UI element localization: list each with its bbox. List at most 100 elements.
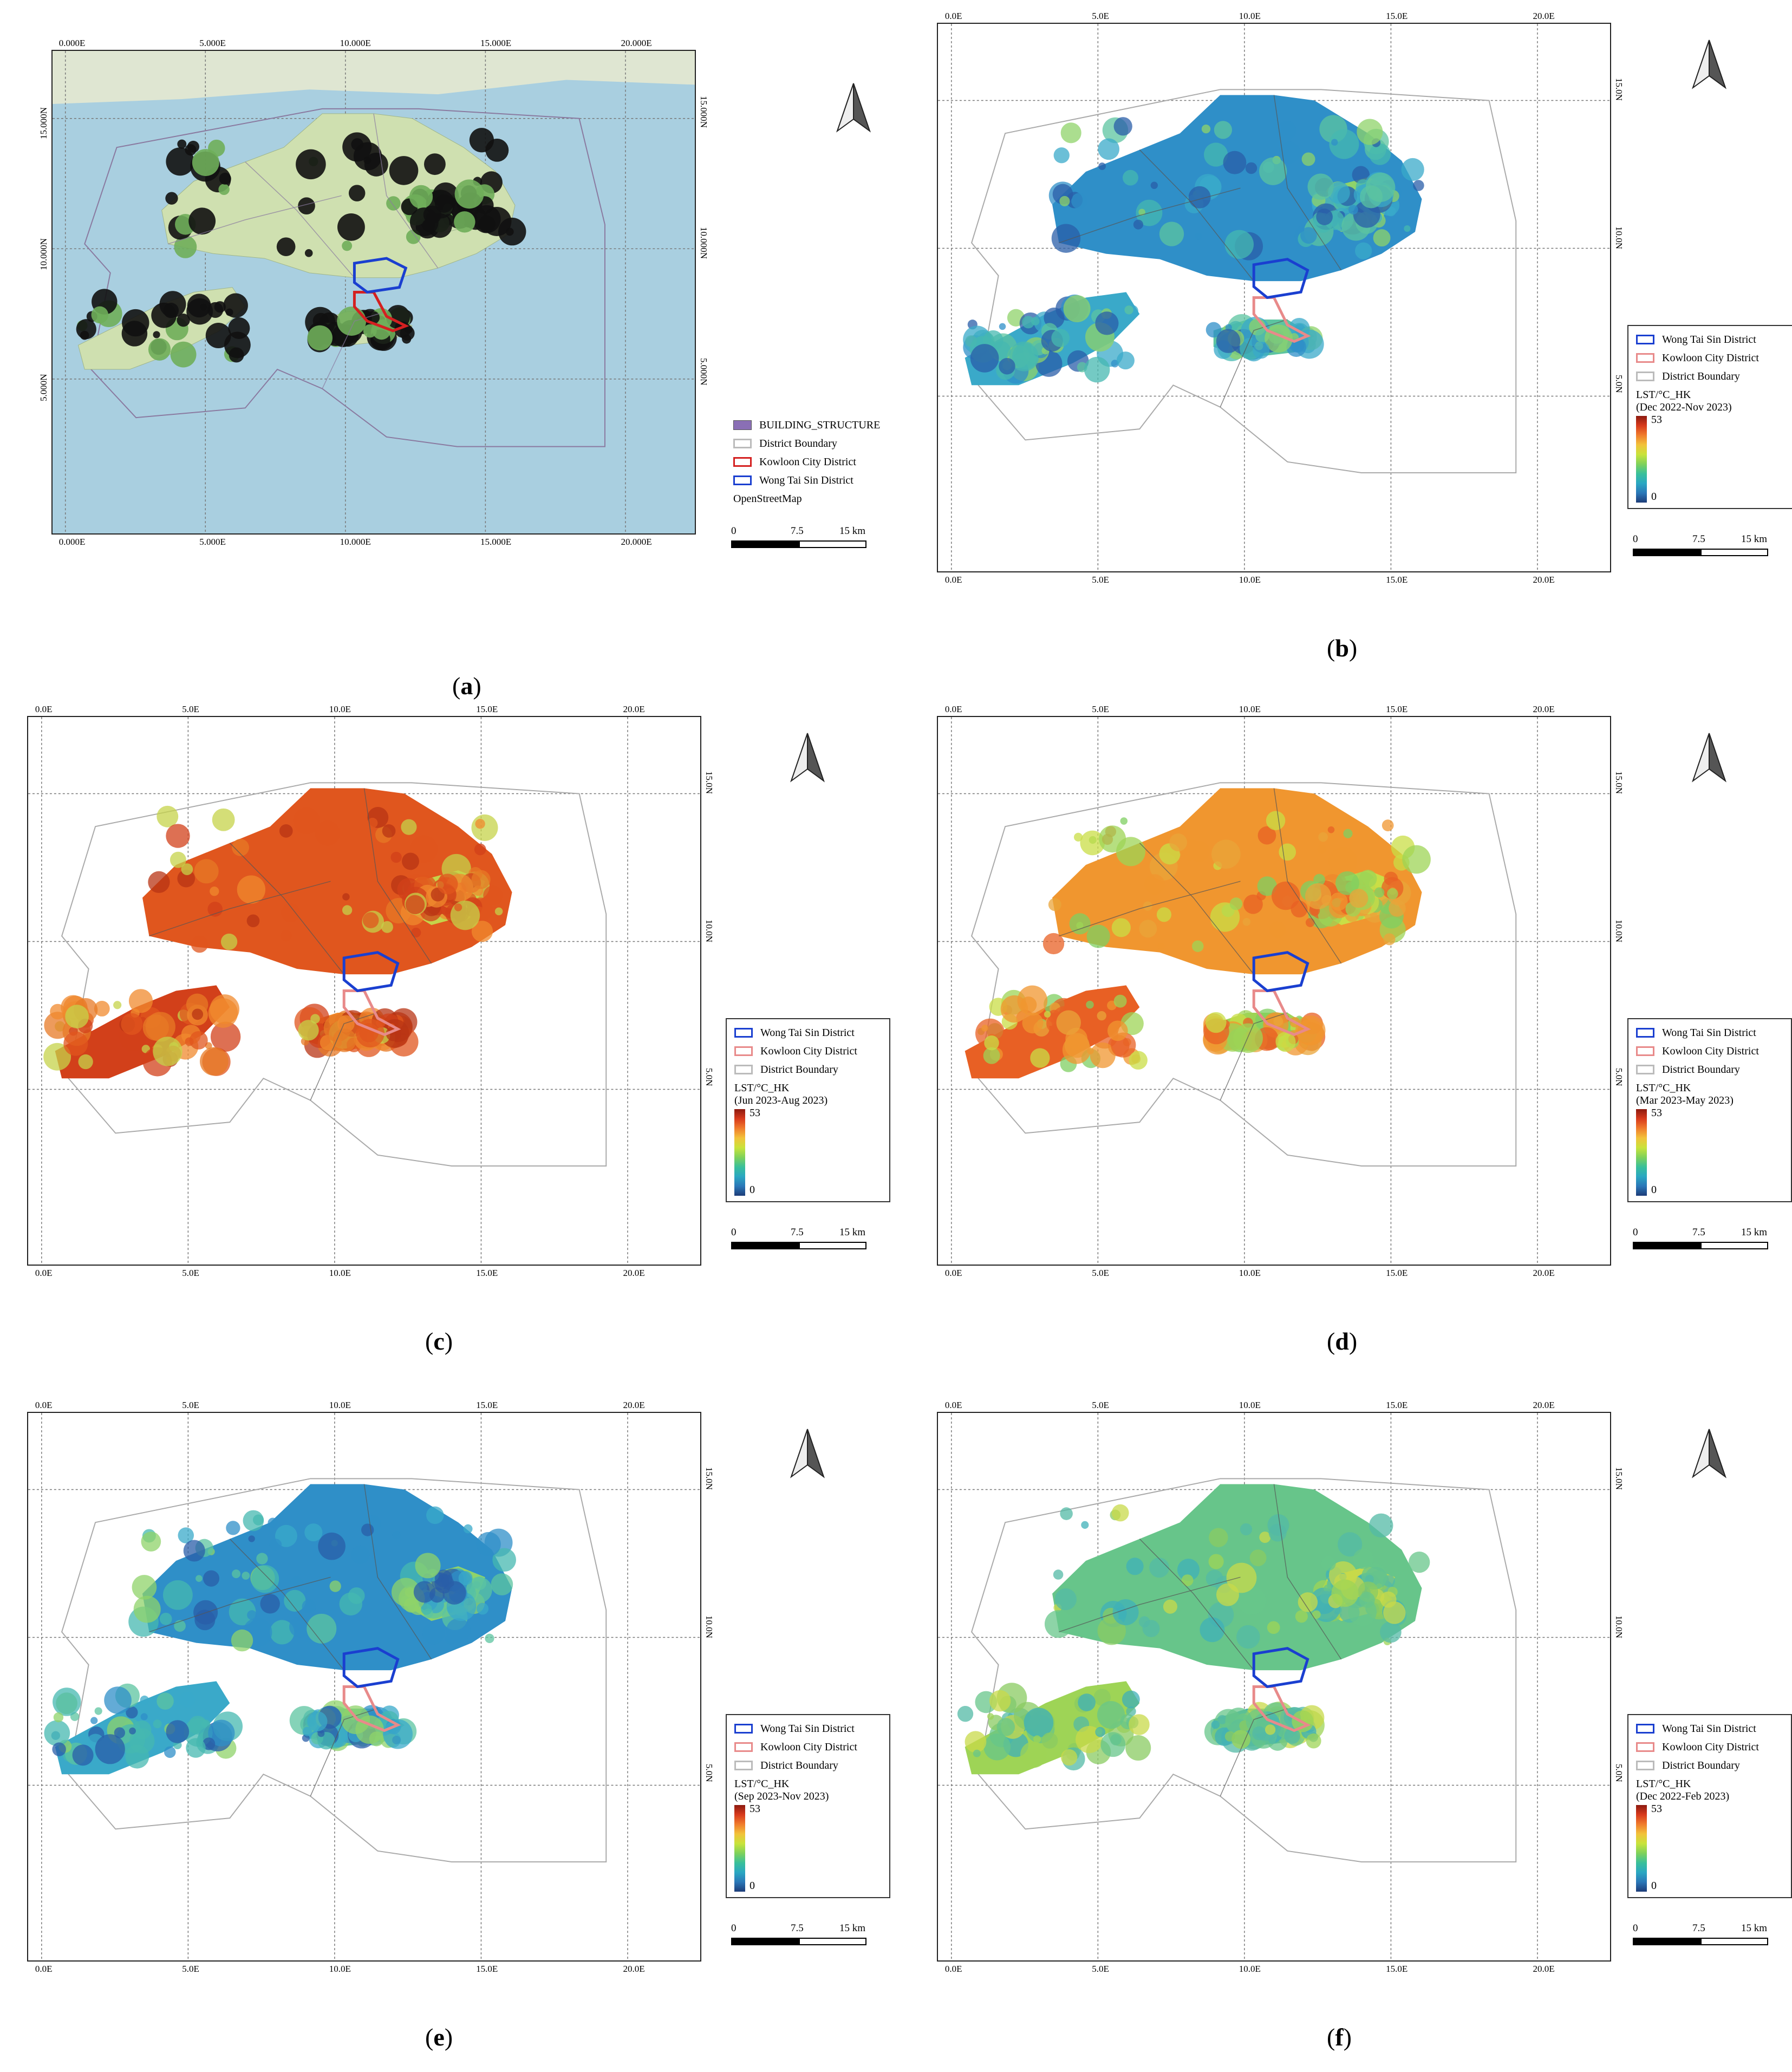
lst-pixel-cluster [999, 323, 1006, 330]
lst-color-ramp-bar [734, 1805, 745, 1892]
scale-bar-label: 15 km [839, 1923, 866, 1934]
lst-pixel-cluster [1093, 1689, 1111, 1706]
legend-label: Kowloon City District [760, 1741, 857, 1753]
lst-pixel-cluster [153, 1719, 162, 1729]
lst-pixel-cluster [1210, 902, 1240, 932]
scale-bar-segment-black [1633, 1938, 1700, 1945]
lst-pixel-cluster [390, 851, 402, 863]
lst-pixel-cluster [996, 1718, 1015, 1736]
lst-pixel-cluster [1169, 833, 1188, 851]
lst-pixel-cluster [1295, 1610, 1308, 1623]
x-tick-label-bottom: 5.000E [199, 537, 226, 547]
lst-legend-period: (Dec 2022-Nov 2023) [1636, 401, 1732, 413]
scale-bar: 0 7.5 15 km [731, 1923, 872, 1955]
lst-pixel-cluster [1284, 1728, 1300, 1744]
lst-pixel-cluster [289, 1616, 310, 1638]
y-tick-label-right: 10.0N [1614, 1615, 1624, 1639]
lst-pixel-cluster [1056, 1010, 1081, 1035]
lst-pixel-cluster [162, 1580, 193, 1610]
lst-pixel-cluster [1329, 892, 1348, 911]
lst-pixel-cluster [304, 1523, 323, 1542]
lst-pixel-cluster [157, 1692, 174, 1710]
lst-pixel-cluster [210, 994, 240, 1024]
legend-label: District Boundary [760, 1759, 838, 1771]
legend-swatch [1636, 1046, 1654, 1056]
lst-pixel-cluster [1298, 1592, 1318, 1612]
lst-pixel-cluster [1060, 1749, 1078, 1766]
building-cluster [337, 307, 367, 336]
lst-pixel-cluster [1122, 1690, 1140, 1709]
lst-max-label: 53 [750, 1107, 760, 1119]
lst-pixel-cluster [298, 1020, 319, 1041]
lst-pixel-cluster [1097, 1700, 1125, 1729]
lst-pixel-cluster [1120, 817, 1128, 825]
lst-pixel-cluster [1224, 230, 1254, 259]
scale-bar: 0 7.5 15 km [731, 525, 872, 558]
legend-item: Wong Tai Sin District [1628, 1719, 1791, 1738]
lst-pixel-cluster [153, 1037, 183, 1066]
lst-pixel-cluster [984, 1035, 999, 1051]
lst-pixel-cluster [142, 1014, 169, 1041]
legend-item: Wong Tai Sin District [726, 471, 913, 490]
legend-label: Kowloon City District [759, 455, 856, 468]
lst-pixel-cluster [1383, 933, 1396, 946]
building-cluster [218, 184, 230, 196]
lst-pixel-cluster [1048, 898, 1061, 911]
legend-label: District Boundary [759, 437, 837, 449]
wong-tai-sin-district-outline [342, 951, 400, 993]
lst-pixel-cluster [403, 1598, 419, 1613]
legend-swatch [1636, 335, 1654, 344]
lst-min-label: 0 [750, 1880, 755, 1892]
lst-pixel-cluster [1409, 1551, 1430, 1573]
district-boundary-inner [322, 311, 387, 389]
legend-swatch [1636, 353, 1654, 363]
lst-ramp-labels: 53 0 [1647, 414, 1679, 503]
lst-pixel-cluster [53, 1712, 64, 1723]
lst-pixel-cluster [1053, 147, 1070, 164]
north-arrow-icon [1690, 1427, 1729, 1479]
lst-pixel-cluster [1312, 1610, 1321, 1619]
lst-pixel-cluster [302, 1734, 310, 1742]
lst-pixel-cluster [1095, 311, 1119, 335]
district-boundary-inner [245, 161, 355, 278]
x-tick-label-top: 20.0E [623, 704, 645, 714]
north-arrow-icon [1690, 731, 1729, 783]
lst-pixel-cluster [303, 1726, 312, 1736]
map-legend: Wong Tai Sin District Kowloon City Distri… [726, 1714, 890, 1898]
district-boundary-inner [1059, 187, 1241, 244]
lst-pixel-cluster [333, 1028, 357, 1052]
building-cluster [353, 142, 382, 171]
lst-pixel-cluster [351, 1545, 370, 1564]
panel-caption: (e) [425, 2023, 453, 2051]
scale-bar-segment-black [1633, 1242, 1700, 1249]
building-cluster [163, 303, 179, 318]
legend-item: Kowloon City District [727, 1738, 889, 1756]
lst-pixel-cluster [1191, 940, 1204, 952]
lst-pixel-cluster [1279, 843, 1296, 861]
y-tick-label-left: 5.000N [38, 374, 49, 401]
lst-pixel-cluster [422, 1622, 445, 1645]
building-cluster [192, 149, 219, 177]
lst-color-ramp: 53 0 [1628, 1107, 1791, 1196]
lst-pixel-cluster [1353, 1549, 1373, 1569]
lst-pixel-cluster [1265, 1724, 1276, 1735]
lst-pixel-cluster [1022, 316, 1035, 329]
district-boundary [970, 1478, 1517, 1863]
lst-pixel-cluster [1380, 1621, 1402, 1643]
land-area [142, 1484, 512, 1671]
x-tick-label-top: 15.000E [480, 38, 512, 48]
lst-pixel-cluster [1012, 343, 1039, 369]
building-cluster [166, 147, 194, 176]
lst-legend-title: LST/°C_HK [1636, 1778, 1691, 1790]
kowloon-city-district-outline [353, 291, 409, 333]
building-cluster [200, 303, 207, 310]
building-cluster [214, 301, 226, 313]
lst-pixel-cluster [53, 1687, 81, 1716]
y-tick-label-left: 10.000N [38, 238, 49, 270]
legend-item: Kowloon City District [727, 1042, 889, 1060]
lst-pixel-cluster [1096, 1728, 1103, 1735]
lst-pixel-cluster [94, 1001, 110, 1017]
lst-pixel-cluster [1123, 170, 1138, 186]
lst-pixel-cluster [226, 1521, 240, 1535]
x-tick-label-bottom: 5.0E [182, 1964, 199, 1974]
